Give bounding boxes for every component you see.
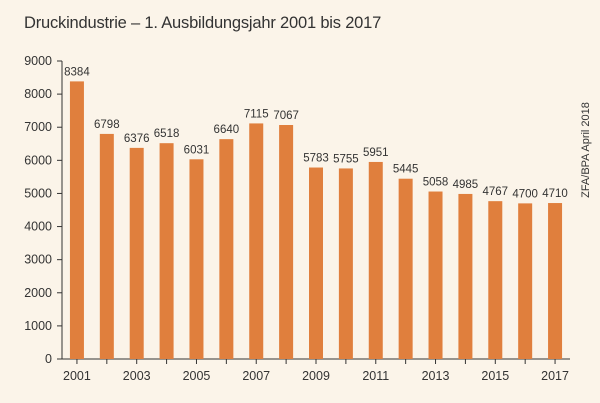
data-label-2006: 6640 <box>214 124 240 136</box>
data-label-2011: 5951 <box>363 147 389 159</box>
data-label-2014: 4985 <box>453 179 479 191</box>
y-tick-label: 4000 <box>24 220 52 234</box>
x-tick-label-2003: 2003 <box>123 369 151 383</box>
data-label-2009: 5783 <box>303 153 329 165</box>
data-label-2005: 6031 <box>184 144 210 156</box>
bar-2013 <box>428 191 443 359</box>
bar-2007 <box>249 123 264 359</box>
data-label-2016: 4700 <box>512 188 538 200</box>
data-label-2003: 6376 <box>124 133 150 145</box>
x-tick-label-2009: 2009 <box>302 369 330 383</box>
y-tick-label: 6000 <box>24 153 52 167</box>
bar-2015 <box>488 201 503 359</box>
bar-2014 <box>458 193 473 359</box>
data-label-2010: 5755 <box>333 153 359 165</box>
bar-2011 <box>368 161 383 359</box>
bar-2002 <box>99 133 114 359</box>
x-tick-label-2015: 2015 <box>481 369 509 383</box>
x-axis: 2001 2003 2005 2007 2009 2011 2013 2015 2017 <box>62 358 570 383</box>
data-label-2013: 5058 <box>423 177 449 189</box>
y-tick-label: 1000 <box>24 319 52 333</box>
y-tick-label: 5000 <box>24 186 52 200</box>
data-label-2015: 4767 <box>482 186 508 198</box>
bar-2003 <box>129 147 144 359</box>
data-label-2004: 6518 <box>154 128 180 140</box>
bar-2006 <box>219 139 234 359</box>
data-label-2008: 7067 <box>273 110 299 122</box>
y-axis: 0 1000 2000 3000 4000 5000 6000 7000 8000 9000 <box>24 54 63 366</box>
x-tick-label-2011: 2011 <box>362 369 389 383</box>
bar-2012 <box>398 178 413 359</box>
chart-title: Druckindustrie – 1. Ausbildungsjahr 2001… <box>24 14 382 32</box>
data-label-2001: 8384 <box>64 66 90 78</box>
x-tick-label-2017: 2017 <box>541 369 569 383</box>
y-tick-label: 0 <box>45 352 52 366</box>
data-label-2007: 7115 <box>244 108 269 120</box>
data-label-2002: 6798 <box>94 119 120 131</box>
y-tick-label: 8000 <box>24 87 52 101</box>
y-tick-label: 3000 <box>24 253 52 267</box>
x-tick-label-2005: 2005 <box>183 369 211 383</box>
bar-2008 <box>279 125 294 359</box>
bar-2005 <box>189 159 204 359</box>
y-tick-label: 2000 <box>24 286 52 300</box>
data-label-2017: 4710 <box>542 188 568 200</box>
bar-2016 <box>518 203 533 359</box>
bar-2001 <box>69 81 84 359</box>
bar-2009 <box>309 167 323 359</box>
x-tick-label-2007: 2007 <box>242 369 270 383</box>
x-tick-label-2013: 2013 <box>422 369 450 383</box>
x-tick-label-2001: 2001 <box>63 369 91 383</box>
bar-2010 <box>338 168 353 359</box>
bar-2004 <box>159 143 174 359</box>
data-labels: 8384 6798 6376 6518 6031 6640 7115 7067 5783 5755… <box>64 66 568 200</box>
y-tick-label: 9000 <box>24 54 52 68</box>
data-label-2012: 5445 <box>393 164 419 176</box>
y-tick-label: 7000 <box>24 120 52 134</box>
bars <box>69 81 563 359</box>
bar-2017 <box>548 203 563 359</box>
